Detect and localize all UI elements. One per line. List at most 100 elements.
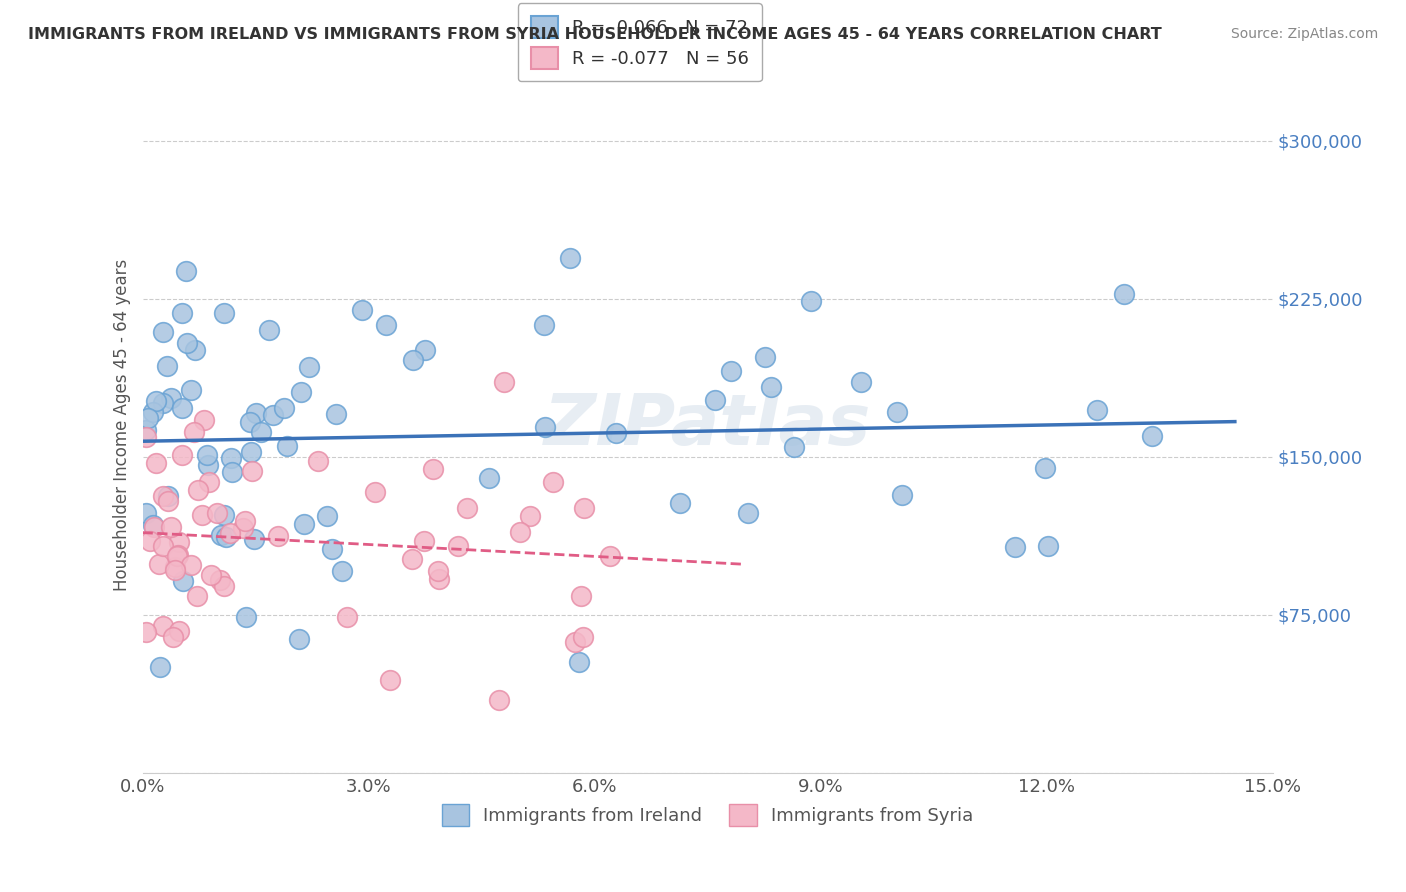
Point (292, 517, 315, 532)
Point (568, 655, 591, 669)
Point (571, 589, 593, 603)
Point (167, 549, 190, 563)
Point (135, 430, 157, 444)
Point (800, 293, 823, 308)
Point (162, 630, 184, 644)
Point (427, 565, 450, 579)
Point (276, 439, 298, 453)
Point (190, 508, 212, 522)
Point (239, 416, 262, 430)
Point (169, 624, 191, 639)
Text: IMMIGRANTS FROM IRELAND VS IMMIGRANTS FROM SYRIA HOUSEHOLDER INCOME AGES 45 - 64: IMMIGRANTS FROM IRELAND VS IMMIGRANTS FR… (28, 27, 1161, 42)
Point (156, 489, 179, 503)
Point (533, 419, 555, 434)
Point (145, 456, 167, 470)
Point (330, 564, 353, 578)
Point (142, 520, 165, 534)
Point (148, 557, 170, 571)
Point (163, 559, 186, 574)
Point (737, 506, 759, 520)
Point (720, 364, 742, 378)
Point (160, 391, 183, 405)
Point (170, 306, 193, 320)
Point (519, 508, 541, 523)
Point (1085, 402, 1108, 417)
Point (509, 524, 531, 539)
Point (174, 264, 197, 278)
Point (152, 396, 174, 410)
Point (447, 539, 470, 553)
Point (1140, 429, 1163, 443)
Point (759, 380, 782, 394)
Point (136, 411, 159, 425)
Point (138, 533, 160, 548)
Point (180, 384, 202, 398)
Point (783, 440, 806, 454)
Point (413, 533, 436, 548)
Point (572, 630, 595, 644)
Point (402, 353, 425, 368)
Point (533, 318, 555, 333)
Point (242, 532, 264, 546)
Point (240, 464, 263, 478)
Point (233, 514, 256, 528)
Point (1004, 540, 1026, 554)
Point (152, 489, 174, 503)
Point (321, 541, 343, 556)
Point (135, 506, 157, 520)
Text: ZIPatlas: ZIPatlas (544, 391, 872, 459)
Y-axis label: Householder Income Ages 45 - 64 years: Householder Income Ages 45 - 64 years (114, 259, 131, 591)
Point (262, 409, 284, 423)
Point (422, 462, 444, 476)
Point (374, 318, 396, 332)
Point (316, 508, 339, 523)
Point (401, 551, 423, 566)
Point (413, 343, 436, 357)
Point (336, 610, 359, 624)
Point (172, 574, 194, 588)
Point (170, 448, 193, 462)
Point (560, 251, 582, 265)
Point (142, 517, 165, 532)
Point (754, 350, 776, 364)
Point (212, 508, 235, 522)
Point (219, 526, 242, 541)
Point (186, 483, 208, 497)
Point (287, 632, 309, 647)
Point (298, 359, 321, 374)
Point (135, 625, 157, 640)
Point (599, 549, 621, 563)
Point (166, 549, 188, 563)
Point (219, 450, 242, 465)
Point (1112, 286, 1135, 301)
Point (212, 306, 235, 320)
Point (156, 494, 179, 508)
Point (180, 558, 202, 573)
Point (492, 375, 515, 389)
Point (156, 359, 179, 374)
Point (142, 404, 165, 418)
Point (886, 405, 908, 419)
Point (669, 496, 692, 510)
Point (364, 485, 387, 500)
Point (290, 384, 312, 399)
Point (195, 448, 218, 462)
Point (378, 673, 401, 688)
Point (163, 562, 186, 576)
Point (1038, 539, 1060, 553)
Point (215, 530, 238, 544)
Point (851, 375, 873, 389)
Point (235, 610, 257, 624)
Point (250, 425, 273, 439)
Point (307, 454, 329, 468)
Point (214, 578, 236, 592)
Point (209, 528, 232, 542)
Point (198, 475, 221, 489)
Point (152, 325, 174, 339)
Text: Source: ZipAtlas.com: Source: ZipAtlas.com (1230, 27, 1378, 41)
Point (352, 302, 374, 317)
Point (605, 425, 627, 440)
Point (200, 568, 222, 582)
Point (1033, 460, 1056, 475)
Point (456, 500, 478, 515)
